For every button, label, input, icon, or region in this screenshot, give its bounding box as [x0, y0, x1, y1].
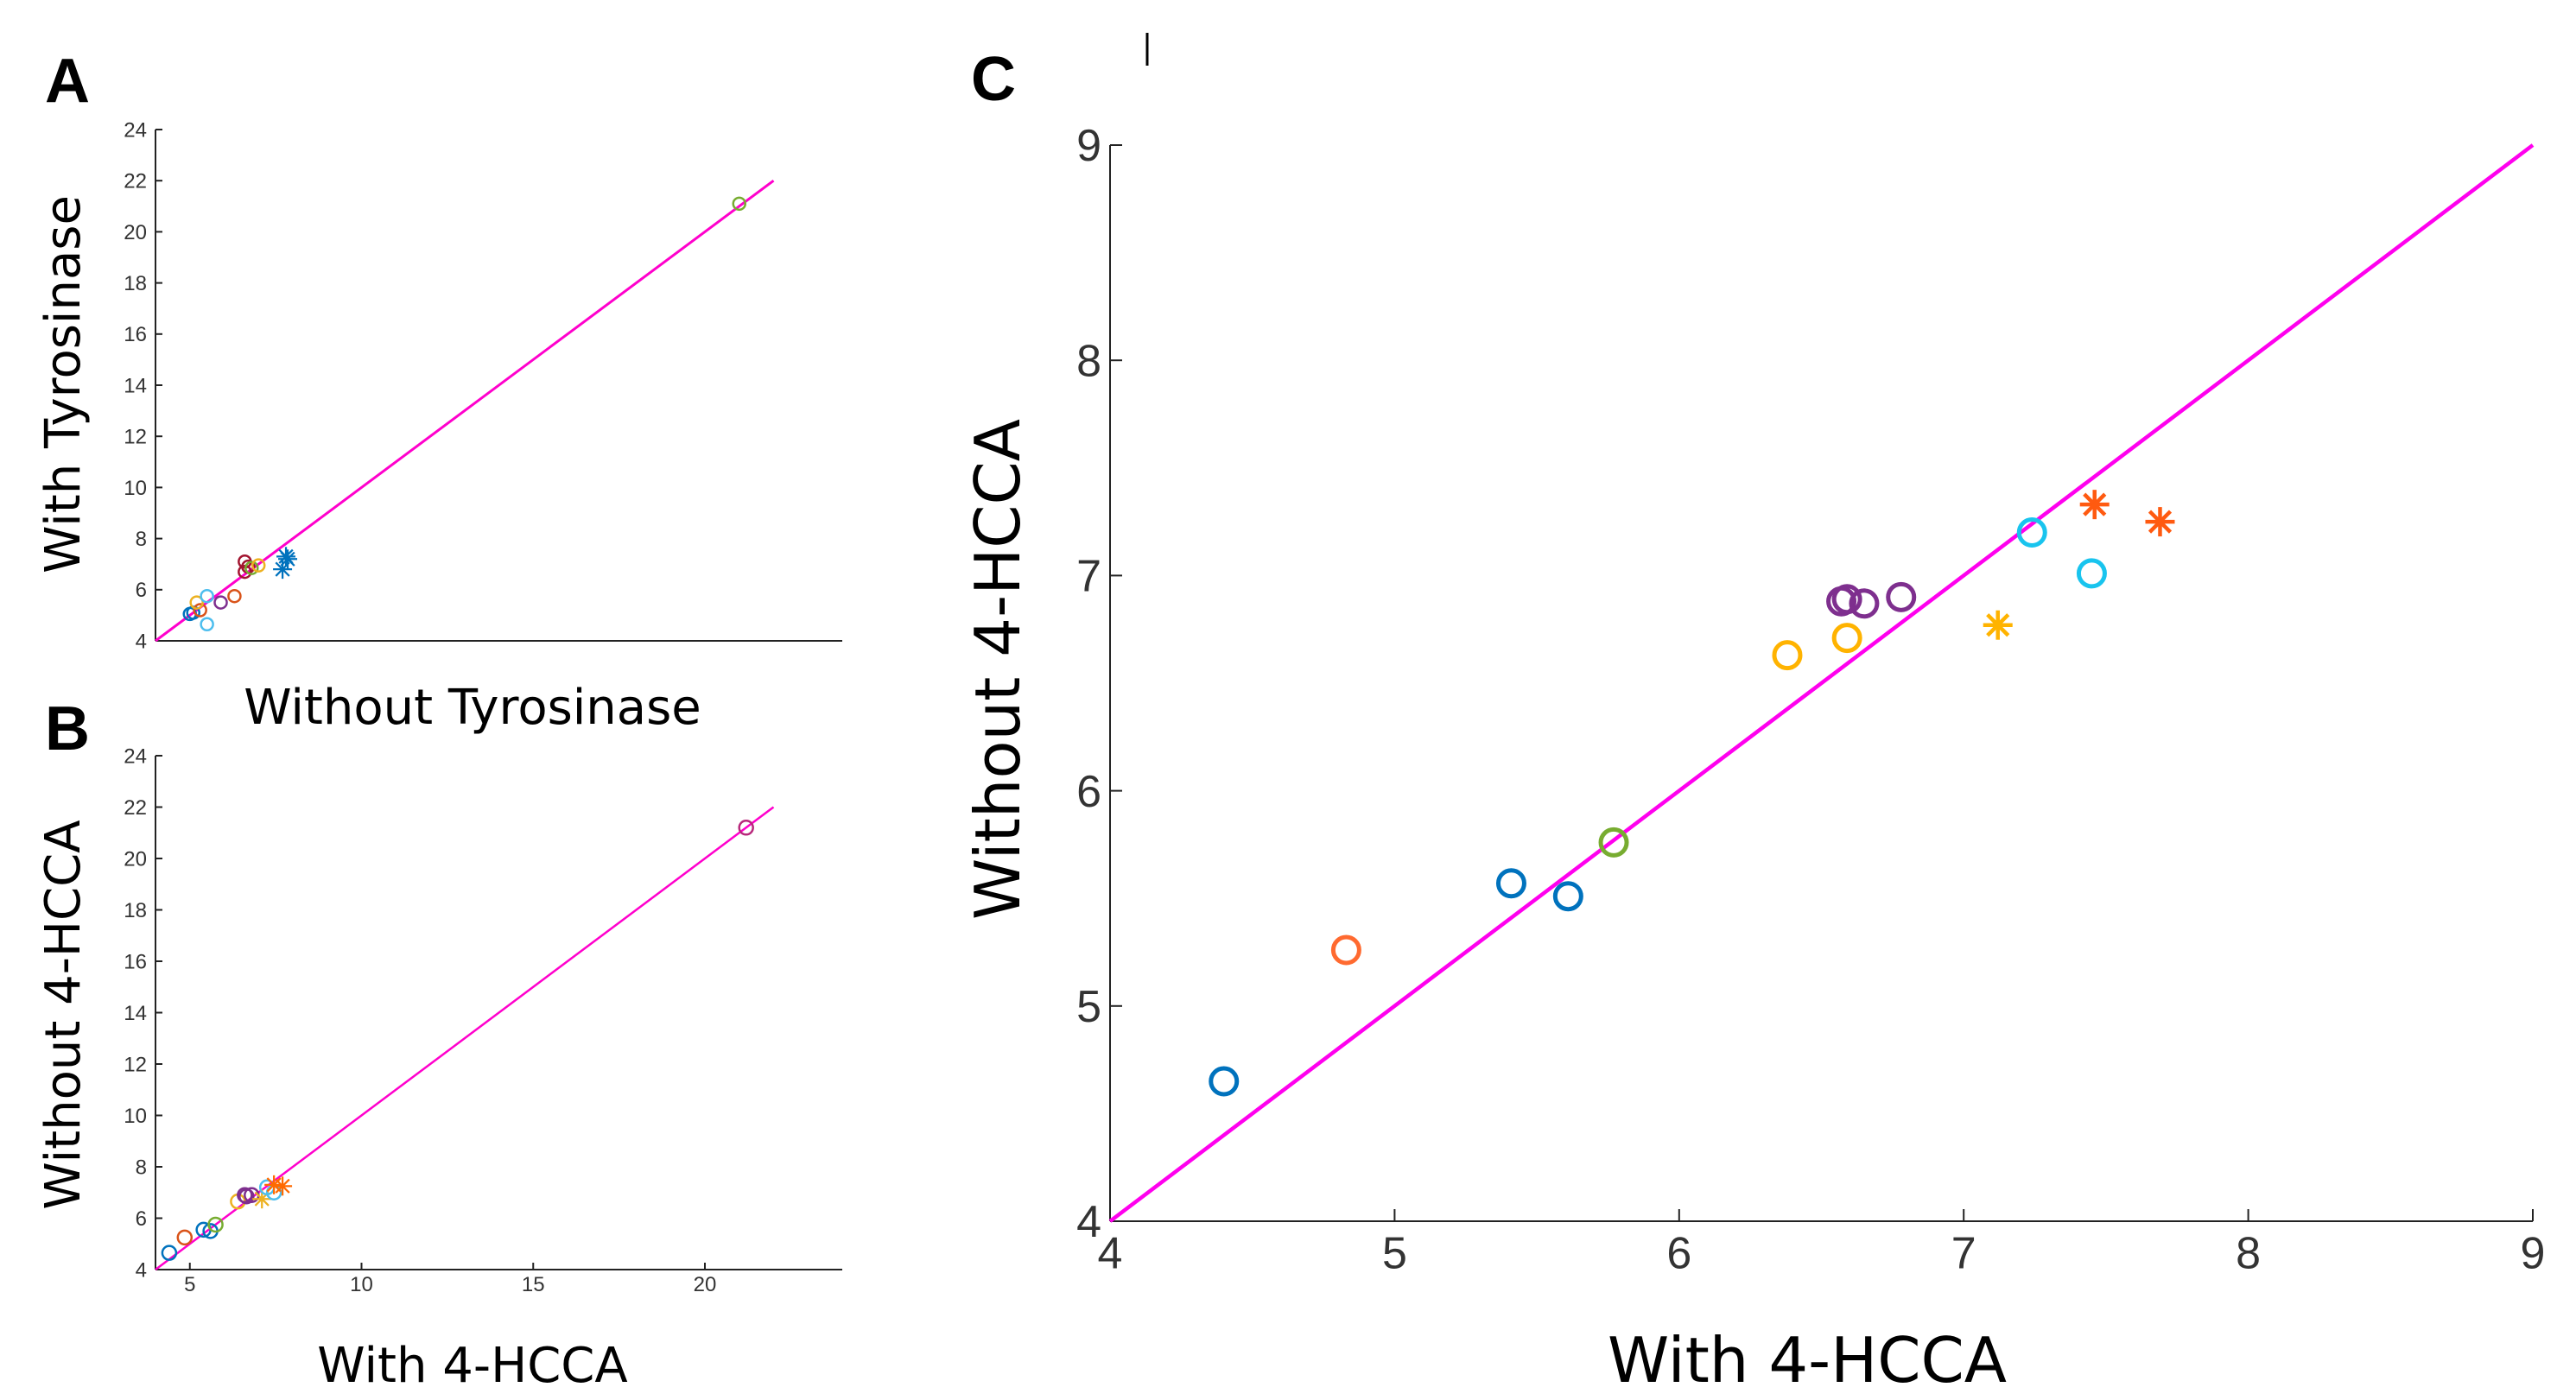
panel-c-x-tick-label: 4 — [1098, 1229, 1123, 1279]
panel-b-data-point — [161, 1245, 178, 1261]
panel-c-data-point — [2076, 558, 2107, 589]
panel-b-y-tick-label: 22 — [124, 796, 147, 820]
panel-b-y-tick-label: 12 — [124, 1053, 147, 1076]
panel-b-x-tick-label: 20 — [694, 1273, 717, 1296]
panel-c-data-point-star — [2079, 490, 2110, 520]
panel-a-y-tick-label: 4 — [136, 630, 147, 653]
panel-c-x-tick-label: 7 — [1951, 1229, 1976, 1279]
panel-a-data-point — [732, 196, 746, 212]
panel-a-data-point — [244, 561, 259, 575]
panel-b-y-tick-label: 18 — [124, 899, 147, 922]
panel-b-x-label: With 4-HCCA — [317, 1338, 627, 1394]
panel-a-data-point — [227, 588, 242, 604]
panel-b-data-point — [207, 1216, 224, 1233]
panel-a-data-point-star — [273, 560, 293, 580]
panel-a-y-tick-label: 6 — [136, 579, 147, 602]
panel-c-data-point-star — [2145, 507, 2175, 537]
panel-c-data-point — [1886, 581, 1917, 612]
panel-c-y-tick-label: 8 — [1076, 336, 1101, 386]
panel-c-x-tick-label: 9 — [2521, 1229, 2546, 1279]
panel-b-data-point — [738, 820, 754, 836]
panel-b-y-tick-label: 4 — [136, 1258, 147, 1282]
panel-a-y-tick-label: 16 — [124, 323, 147, 346]
panel-c-y-label: Without 4-HCCA — [961, 419, 1034, 920]
panel-a-y-tick-label: 24 — [124, 118, 147, 142]
panel-c-data-point — [1772, 640, 1803, 671]
panel-c-data-point — [1849, 588, 1880, 619]
panel-c-x-tick-label: 5 — [1382, 1229, 1407, 1279]
panel-a-data-point — [213, 595, 228, 610]
panel-a-y-tick-label: 12 — [124, 426, 147, 449]
panel-b-x-tick-label: 10 — [350, 1273, 373, 1296]
panel-a-y-tick-label: 18 — [124, 272, 147, 295]
panel-c-fit-line — [1108, 143, 2535, 1223]
panel-a-data-point — [189, 595, 204, 610]
panel-b-data-point-star — [273, 1176, 293, 1196]
panel-c-data-point — [1495, 868, 1526, 899]
panel-b-y-tick-label: 8 — [136, 1156, 147, 1179]
panel-a-y-tick-label: 10 — [124, 477, 147, 500]
panel-b-x-tick-label: 5 — [184, 1273, 195, 1296]
panel-a-y-label: With Tyrosinase — [35, 195, 92, 573]
panel-c-x-tick-label: 6 — [1666, 1229, 1691, 1279]
panel-c-data-point — [1831, 584, 1862, 615]
panel-a-scatter: A Without Tyrosinase With Tyrosinase 4 6 8… — [35, 47, 842, 736]
panel-a-y-tick-label: 22 — [124, 170, 147, 193]
panel-c-data-point — [1598, 827, 1629, 858]
panel-c-letter: C — [971, 45, 1016, 114]
panel-c-y-tick-label: 6 — [1076, 767, 1101, 817]
panel-a-fit-line — [155, 179, 775, 643]
panel-a-x-label: Without Tyrosinase — [244, 680, 701, 736]
panel-c-scatter: C With 4-HCCA Without 4-HCCA 4 5 6 7 8 9 4 5 6 7 8… — [961, 33, 2545, 1397]
panel-a-y-tick-label: 14 — [124, 374, 147, 397]
panel-b-y-tick-label: 20 — [124, 847, 147, 871]
panel-b-scatter: B With 4-HCCA Without 4-HCCA 4 6 8 10 12 14 16… — [35, 694, 842, 1394]
panel-b-y-tick-label: 10 — [124, 1105, 147, 1128]
panel-a-y-tick-label: 8 — [136, 528, 147, 551]
panel-a-letter: A — [45, 47, 90, 116]
panel-b-data-point — [176, 1229, 194, 1246]
panel-b-x-tick-label: 15 — [522, 1273, 545, 1296]
panel-c-data-point-star — [1983, 610, 2013, 640]
panel-c-data-point — [1552, 881, 1583, 912]
panel-b-y-tick-label: 16 — [124, 950, 147, 973]
panel-a-data-point — [251, 558, 266, 573]
panel-c-data-point — [1831, 623, 1862, 654]
panel-c-y-tick-label: 5 — [1076, 982, 1101, 1032]
panel-c-x-tick-label: 8 — [2236, 1229, 2261, 1279]
panel-b-letter: B — [45, 694, 90, 763]
panel-c-y-tick-label: 9 — [1076, 121, 1101, 171]
panel-c-data-point — [1209, 1066, 1240, 1097]
panel-a-data-point — [193, 603, 207, 618]
panel-a-data-point — [200, 588, 214, 604]
panel-c-data-point — [1330, 934, 1361, 966]
panel-b-y-tick-label: 6 — [136, 1207, 147, 1231]
panel-c-data-point — [2016, 517, 2047, 548]
panel-b-y-tick-label: 24 — [124, 744, 147, 768]
panel-a-y-tick-label: 20 — [124, 221, 147, 244]
panel-b-y-label: Without 4-HCCA — [35, 820, 92, 1209]
panel-a-data-point — [200, 617, 214, 632]
panel-c-x-label: With 4-HCCA — [1608, 1324, 2007, 1397]
panel-c-y-tick-label: 7 — [1076, 552, 1101, 602]
panel-c-y-tick-label: 4 — [1076, 1197, 1101, 1247]
panel-a-data-point-star — [278, 549, 298, 569]
panel-b-y-tick-label: 14 — [124, 1002, 147, 1025]
